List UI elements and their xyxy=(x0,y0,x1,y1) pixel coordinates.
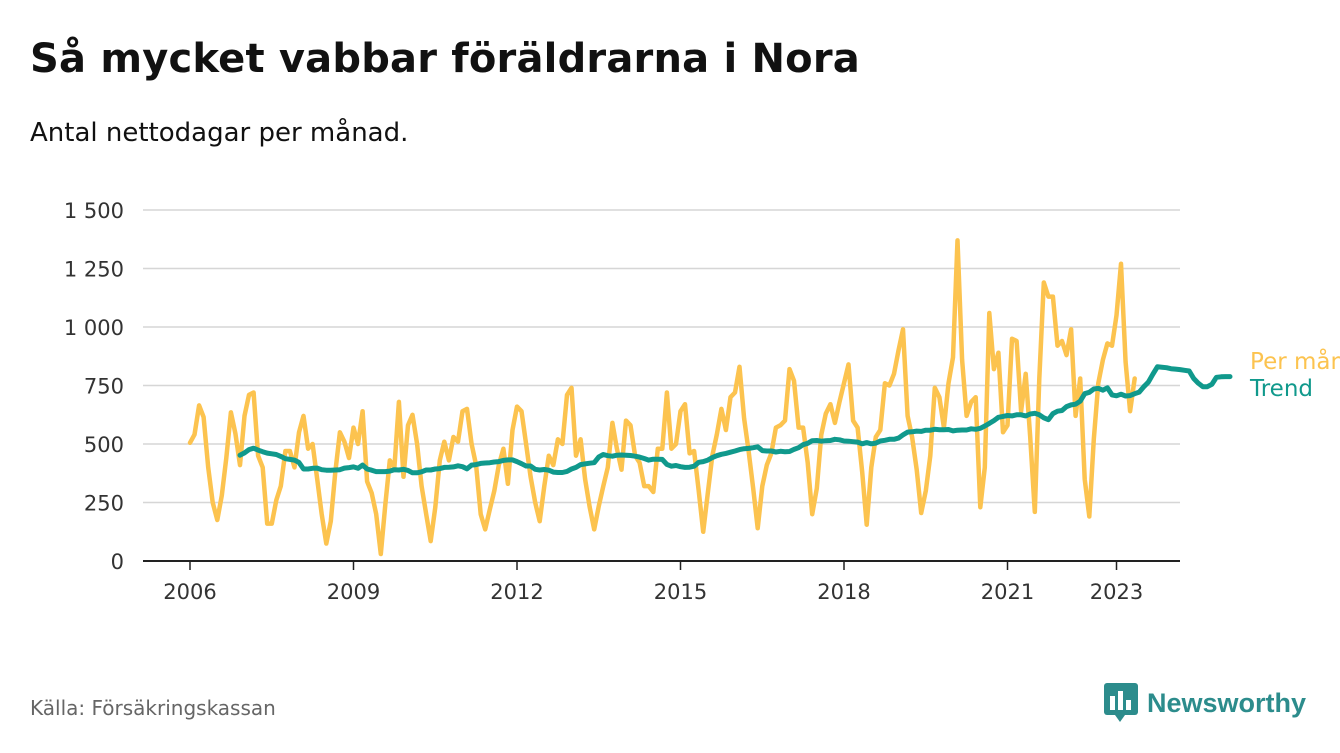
brand-name: Newsworthy xyxy=(1147,687,1307,718)
x-tick-label: 2006 xyxy=(163,580,216,604)
series-label: Per månad xyxy=(1250,347,1340,375)
chart-subtitle: Antal nettodagar per månad. xyxy=(30,118,409,148)
series-line-0 xyxy=(187,238,1137,557)
y-tick-label: 0 xyxy=(111,550,124,574)
brand-logo[interactable]: Newsworthy xyxy=(1103,682,1306,724)
series-line-1 xyxy=(237,364,1233,476)
x-tick-label: 2015 xyxy=(654,580,707,604)
x-tick-label: 2009 xyxy=(327,580,380,604)
series-label: Trend xyxy=(1249,376,1313,402)
series-labels: Per månadTrend xyxy=(1249,347,1340,402)
y-tick-label: 750 xyxy=(84,375,124,399)
y-tick-label: 500 xyxy=(84,433,124,457)
x-tick-label: 2021 xyxy=(981,580,1034,604)
x-tick-label: 2023 xyxy=(1090,580,1143,604)
x-tick-label: 2012 xyxy=(490,580,543,604)
y-tick-label: 1 250 xyxy=(64,258,124,282)
x-axis-ticks: 2006 2009 2012 2015 2018 2021 2023 xyxy=(163,561,1143,604)
series-lines xyxy=(187,238,1233,557)
x-tick-label: 2018 xyxy=(817,580,870,604)
y-tick-label: 1 000 xyxy=(64,316,124,340)
chart-title: Så mycket vabbar föräldrarna i Nora xyxy=(30,36,860,82)
source-note: Källa: Försäkringskassan xyxy=(30,696,276,720)
y-tick-label: 250 xyxy=(84,492,124,516)
newsworthy-logo-icon xyxy=(1104,683,1138,722)
y-tick-label: 1 500 xyxy=(64,199,124,223)
y-axis-ticks: 0 250 500 750 1 000 1 250 1 500 xyxy=(64,199,124,574)
